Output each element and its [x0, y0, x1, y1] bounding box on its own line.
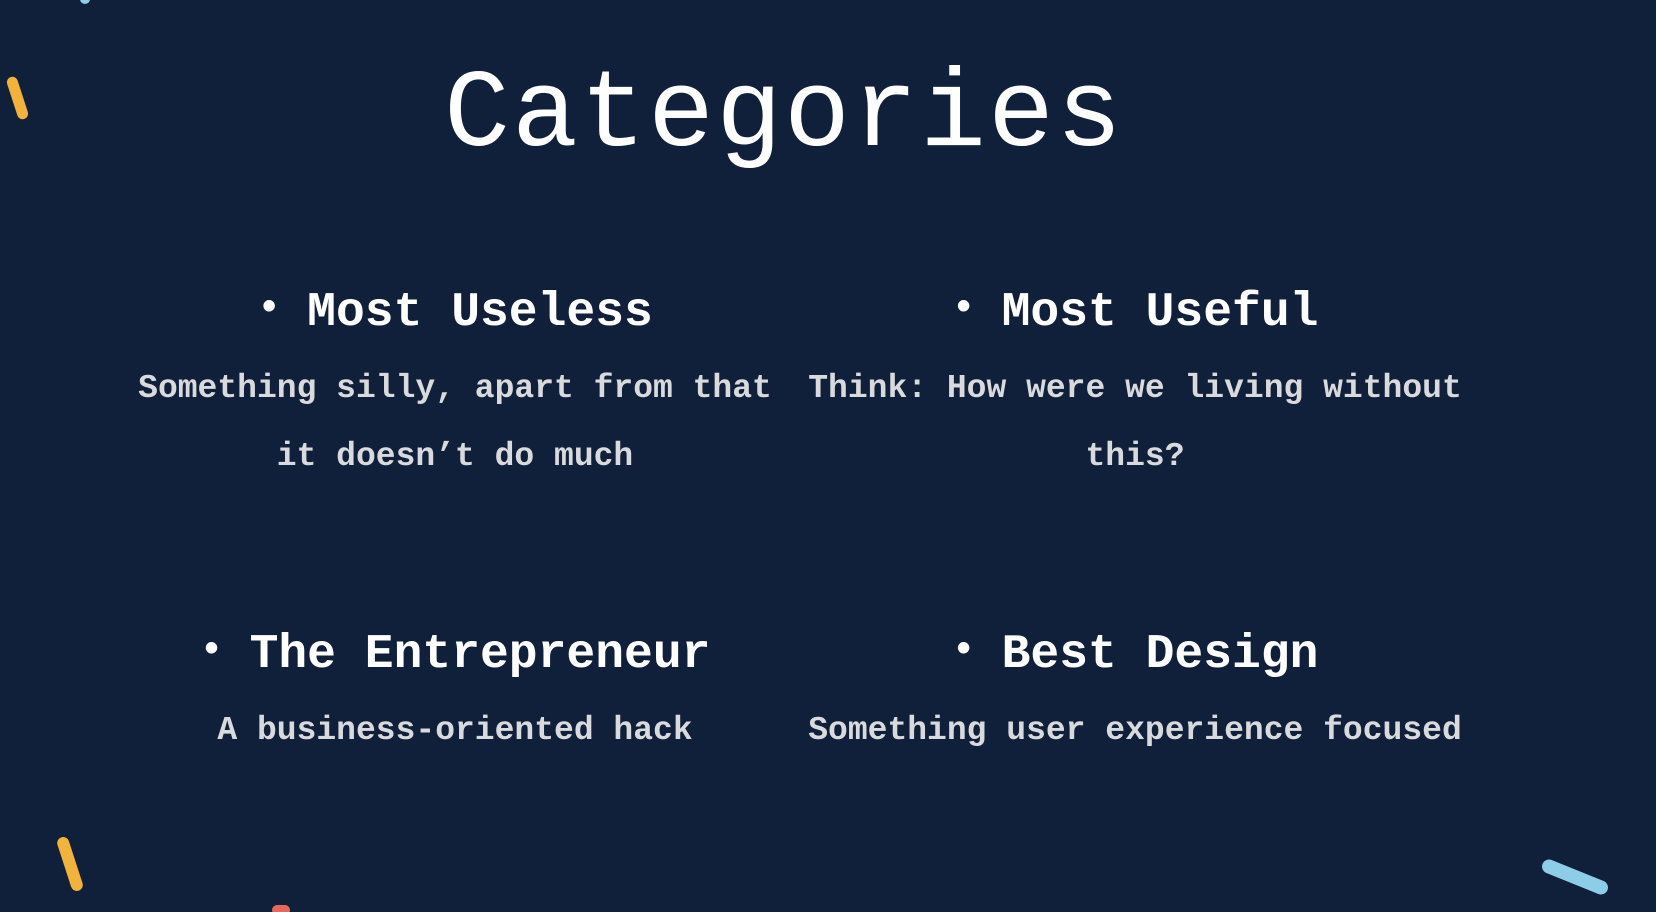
- slide-title: Categories: [443, 54, 1125, 179]
- category-most-useful: • Most Useful Think: How were we living w…: [805, 280, 1465, 491]
- confetti-blue-top-left: [80, 0, 90, 4]
- confetti-red-bottom: [272, 905, 290, 912]
- category-the-entrepreneur: • The Entrepreneur A business-oriented ha…: [125, 622, 785, 765]
- category-heading: • Most Useless: [125, 280, 785, 343]
- category-heading-text: Most Useless: [307, 286, 653, 340]
- bullet-icon: •: [951, 629, 976, 674]
- bullet-icon: •: [199, 629, 224, 674]
- category-heading: • The Entrepreneur: [125, 622, 785, 685]
- category-best-design: • Best Design Something user experience f…: [805, 622, 1465, 765]
- category-heading: • Best Design: [805, 622, 1465, 685]
- bullet-icon: •: [951, 287, 976, 332]
- category-heading-text: Most Useful: [1001, 286, 1319, 340]
- category-description: A business-oriented hack: [217, 712, 693, 749]
- category-heading: • Most Useful: [805, 280, 1465, 343]
- bullet-icon: •: [257, 287, 282, 332]
- category-heading-text: The Entrepreneur: [249, 628, 711, 682]
- confetti-blue-bottom-right: [1539, 857, 1611, 897]
- category-description: Something user experience focused: [808, 712, 1462, 749]
- category-description: Something silly, apart from that it does…: [138, 370, 772, 475]
- category-heading-text: Best Design: [1001, 628, 1319, 682]
- category-most-useless: • Most Useless Something silly, apart fro…: [125, 280, 785, 491]
- category-description: Think: How were we living without this?: [808, 370, 1462, 475]
- confetti-yellow-bottom-left: [55, 835, 85, 893]
